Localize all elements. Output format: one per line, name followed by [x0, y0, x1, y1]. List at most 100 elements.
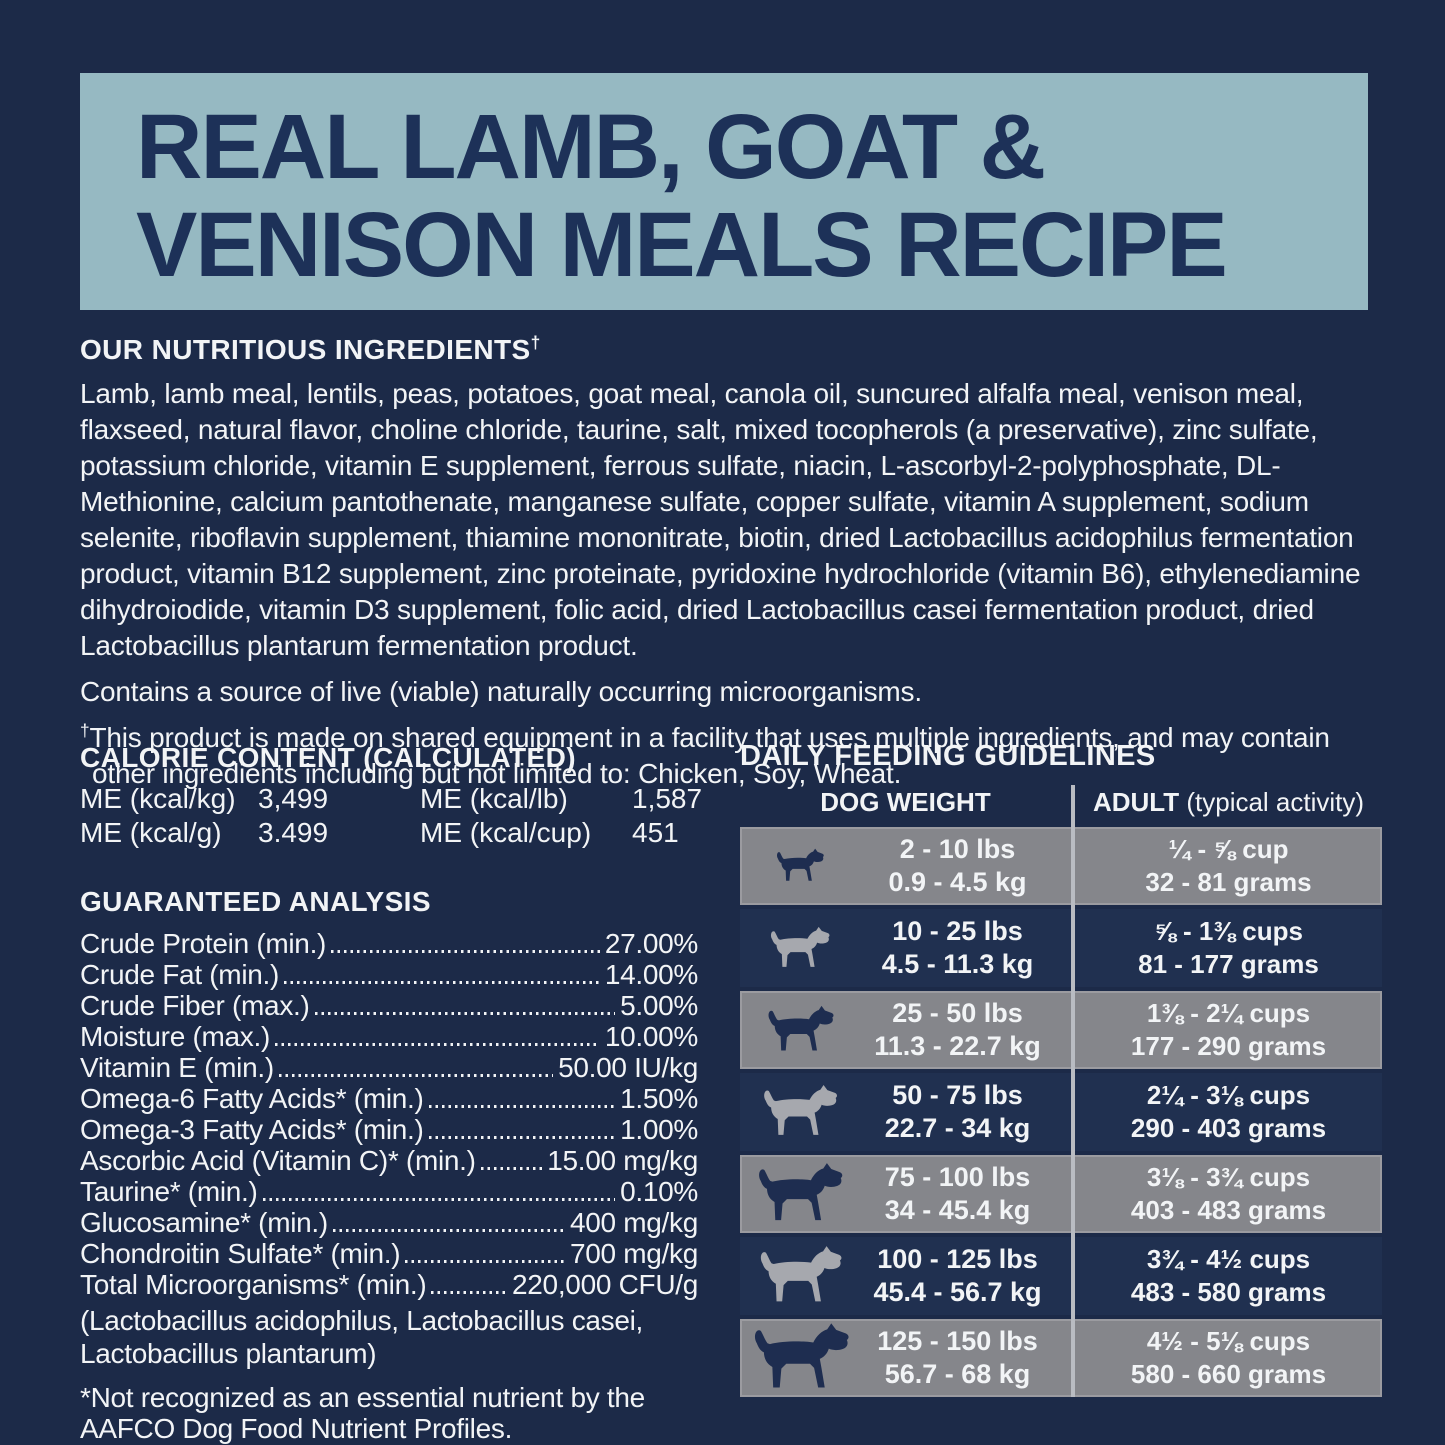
feeding-table-rows: 2 - 10 lbs 0.9 - 4.5 kg ¼ - ⅝ cup 32 - 8…: [740, 827, 1382, 1398]
dog-weight-cell: 50 - 75 lbs 22.7 - 34 kg: [740, 1073, 1071, 1151]
serving-grams: 403 - 483 grams: [1130, 1195, 1327, 1226]
calorie-row: ME (kcal/kg) 3,499: [80, 782, 420, 816]
serving-cups: 4½ - 5⅛ cups: [1146, 1326, 1311, 1357]
analysis-value: 10.00%: [604, 1021, 698, 1053]
calorie-content-heading: CALORIE CONTENT (CALCULATED): [80, 742, 576, 773]
analysis-label: Omega-3 Fatty Acids* (min.): [80, 1114, 424, 1146]
microorganisms-list: (Lactobacillus acidophilus, Lactobacillu…: [80, 1305, 644, 1370]
feeding-table-row: 10 - 25 lbs 4.5 - 11.3 kg ⅝ - 1⅜ cups 81…: [740, 909, 1382, 988]
weight-kg: 45.4 - 56.7 kg: [873, 1277, 1042, 1308]
ingredients-heading-text: OUR NUTRITIOUS INGREDIENTS: [80, 334, 531, 365]
weight-kg: 22.7 - 34 kg: [884, 1113, 1031, 1144]
adult-header-bold: ADULT: [1092, 786, 1180, 817]
feeding-table-header: DOG WEIGHT ADULT (typical activity): [740, 785, 1382, 819]
analysis-label: Glucosamine* (min.): [80, 1207, 328, 1239]
analysis-row: Omega-6 Fatty Acids* (min.) 1.50%: [80, 1083, 698, 1114]
calorie-label: ME (kcal/cup): [420, 817, 592, 849]
analysis-row: Taurine* (min.) 0.10%: [80, 1176, 698, 1207]
dot-leader: [428, 1136, 616, 1140]
analysis-label: Total Microorganisms* (min.): [80, 1269, 427, 1301]
analysis-value: 50.00 IU/kg: [558, 1052, 698, 1084]
guaranteed-analysis-table: Crude Protein (min.) 27.00% Crude Fat (m…: [80, 928, 698, 1300]
analysis-value: 700 mg/kg: [569, 1238, 698, 1270]
dog-weight-cell: 25 - 50 lbs 11.3 - 22.7 kg: [740, 991, 1071, 1069]
calorie-table-left: ME (kcal/kg) 3,499 ME (kcal/g) 3.499: [80, 782, 420, 850]
french-bulldog-icon: [740, 926, 858, 971]
shared-equipment-note-text: This product is made on shared equipment…: [89, 722, 1330, 790]
calorie-row: ME (kcal/cup) 451: [420, 816, 702, 850]
dot-leader: [278, 1074, 554, 1078]
weight-kg: 4.5 - 11.3 kg: [881, 949, 1034, 980]
serving-cell: ¼ - ⅝ cup 32 - 81 grams: [1075, 827, 1382, 905]
analysis-value: 220,000 CFU/g: [512, 1269, 698, 1301]
analysis-row: Crude Fiber (max.) 5.00%: [80, 990, 698, 1021]
dot-leader: [284, 981, 600, 985]
calorie-label: ME (kcal/kg): [80, 783, 236, 815]
adult-header: ADULT (typical activity): [1075, 787, 1382, 818]
weight-lbs: 25 - 50 lbs: [892, 998, 1023, 1029]
analysis-row: Chondroitin Sulfate* (min.) 700 mg/kg: [80, 1238, 698, 1269]
adult-header-rest: (typical activity): [1179, 786, 1365, 817]
dog-weight-header: DOG WEIGHT: [820, 786, 991, 817]
weight-range: 2 - 10 lbs 0.9 - 4.5 kg: [858, 833, 1071, 899]
title-banner: REAL LAMB, GOAT & VENISON MEALS RECIPE: [80, 73, 1368, 310]
calorie-value: 3.499: [258, 817, 329, 849]
pit-bull-icon: [740, 1084, 858, 1140]
terrier-icon: [740, 1005, 858, 1055]
dot-leader: [262, 1198, 616, 1202]
feeding-table-row: 2 - 10 lbs 0.9 - 4.5 kg ¼ - ⅝ cup 32 - 8…: [740, 827, 1382, 906]
calorie-value: 451: [632, 817, 679, 849]
analysis-column: CALORIE CONTENT (CALCULATED) ME (kcal/kg…: [80, 742, 702, 1444]
analysis-label: Chondroitin Sulfate* (min.): [80, 1238, 401, 1270]
analysis-row: Moisture (max.) 10.00%: [80, 1021, 698, 1052]
serving-grams: 580 - 660 grams: [1130, 1359, 1327, 1390]
page-title-line1: REAL LAMB, GOAT &: [136, 96, 1046, 198]
serving-cell: 3⅛ - 3¾ cups 403 - 483 grams: [1075, 1155, 1382, 1233]
analysis-value: 400 mg/kg: [569, 1207, 698, 1239]
serving-grams: 290 - 403 grams: [1130, 1113, 1327, 1144]
feeding-table-row: 75 - 100 lbs 34 - 45.4 kg 3⅛ - 3¾ cups 4…: [740, 1155, 1382, 1234]
analysis-label: Crude Protein (min.): [80, 928, 327, 960]
dog-weight-cell: 2 - 10 lbs 0.9 - 4.5 kg: [740, 827, 1071, 905]
serving-grams: 177 - 290 grams: [1130, 1031, 1327, 1062]
calorie-value: 3,499: [258, 783, 329, 815]
weight-lbs: 50 - 75 lbs: [892, 1080, 1023, 1111]
feeding-guidelines-heading: DAILY FEEDING GUIDELINES: [740, 740, 1156, 772]
serving-grams: 32 - 81 grams: [1145, 867, 1312, 898]
dog-weight-cell: 100 - 125 lbs 45.4 - 56.7 kg: [740, 1237, 1071, 1315]
guaranteed-analysis-heading: GUARANTEED ANALYSIS: [80, 886, 431, 918]
analysis-row: Total Microorganisms* (min.) 220,000 CFU…: [80, 1269, 698, 1300]
dot-leader: [428, 1105, 616, 1109]
newfoundland-icon: [740, 1322, 858, 1394]
dot-leader: [274, 1043, 600, 1047]
analysis-value: 27.00%: [604, 928, 698, 960]
serving-cups: 1⅜ - 2¼ cups: [1146, 998, 1311, 1029]
analysis-label: Ascorbic Acid (Vitamin C)* (min.): [80, 1145, 476, 1177]
analysis-value: 0.10%: [620, 1176, 698, 1208]
analysis-value: 5.00%: [620, 990, 698, 1022]
page-title: REAL LAMB, GOAT & VENISON MEALS RECIPE: [80, 73, 1368, 294]
analysis-row: Vitamin E (min.) 50.00 IU/kg: [80, 1052, 698, 1083]
dot-leader: [332, 1229, 565, 1233]
serving-grams: 483 - 580 grams: [1130, 1277, 1327, 1308]
calorie-row: ME (kcal/lb) 1,587: [420, 782, 702, 816]
weight-lbs: 100 - 125 lbs: [877, 1244, 1038, 1275]
shared-equipment-note: †This product is made on shared equipmen…: [80, 720, 1374, 792]
great-dane-icon: [740, 1162, 858, 1226]
dot-leader: [431, 1291, 507, 1295]
analysis-label: Crude Fat (min.): [80, 959, 280, 991]
weight-range: 10 - 25 lbs 4.5 - 11.3 kg: [858, 915, 1071, 981]
labrador-icon: [740, 1245, 858, 1307]
calorie-value: 1,587: [632, 783, 703, 815]
microorganisms-note: Contains a source of live (viable) natur…: [80, 676, 922, 708]
calorie-row: ME (kcal/g) 3.499: [80, 816, 420, 850]
weight-lbs: 75 - 100 lbs: [884, 1162, 1031, 1193]
analysis-label: Moisture (max.): [80, 1021, 270, 1053]
analysis-label: Taurine* (min.): [80, 1176, 258, 1208]
serving-cell: 3¾ - 4½ cups 483 - 580 grams: [1075, 1237, 1382, 1315]
calorie-table-right: ME (kcal/lb) 1,587 ME (kcal/cup) 451: [420, 782, 702, 850]
weight-kg: 34 - 45.4 kg: [884, 1195, 1031, 1226]
feeding-table-row: 25 - 50 lbs 11.3 - 22.7 kg 1⅜ - 2¼ cups …: [740, 991, 1382, 1070]
serving-cups: ¼ - ⅝ cup: [1168, 834, 1289, 865]
analysis-row: Crude Protein (min.) 27.00%: [80, 928, 698, 959]
